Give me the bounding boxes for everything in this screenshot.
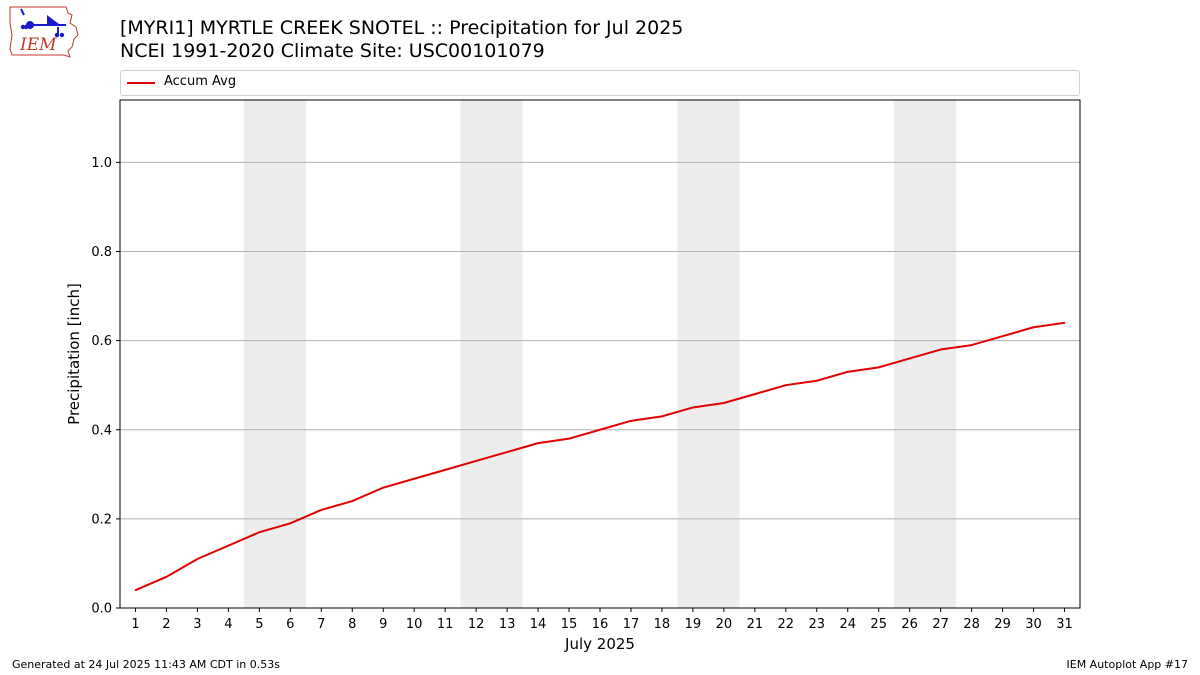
x-tick-label: 25 — [870, 617, 887, 632]
data-point — [661, 415, 663, 418]
logo-text: IEM — [19, 35, 57, 55]
x-tick-label: 24 — [839, 617, 856, 632]
weekend-band — [243, 100, 306, 608]
legend-label: Accum Avg — [164, 74, 237, 89]
y-tick-label: 0.6 — [91, 334, 112, 349]
data-point — [754, 393, 756, 395]
x-tick-label: 3 — [193, 617, 201, 632]
x-tick-label: 28 — [963, 617, 980, 632]
data-point — [692, 406, 694, 409]
data-point — [599, 428, 601, 431]
weekend-band — [677, 100, 740, 608]
legend-swatch — [127, 82, 155, 84]
x-tick-label: 31 — [1056, 617, 1073, 632]
x-tick-label: 7 — [317, 617, 325, 632]
chart-subtitle: NCEI 1991-2020 Climate Site: USC00101079 — [120, 40, 545, 62]
x-tick-label: 29 — [994, 617, 1011, 632]
data-point — [289, 522, 292, 525]
x-tick-label: 11 — [437, 617, 454, 632]
data-point — [506, 451, 508, 453]
data-point — [1001, 335, 1004, 337]
x-tick-label: 14 — [530, 617, 547, 632]
y-axis-label: Precipitation [inch] — [65, 283, 83, 425]
data-point — [568, 437, 570, 440]
y-tick-label: 0.2 — [91, 512, 112, 527]
x-tick-label: 16 — [592, 617, 609, 632]
x-tick-label: 19 — [685, 617, 702, 632]
y-tick-label: 1.0 — [91, 156, 112, 171]
x-tick-label: 26 — [901, 617, 918, 632]
data-point — [475, 460, 477, 462]
x-tick-label: 8 — [348, 617, 356, 632]
footer-generated: Generated at 24 Jul 2025 11:43 AM CDT in… — [12, 658, 280, 671]
data-point — [196, 558, 199, 560]
x-tick-label: 23 — [809, 617, 826, 632]
x-tick-label: 18 — [654, 617, 671, 632]
data-point — [413, 477, 415, 480]
y-tick-label: 0.4 — [91, 423, 112, 438]
data-point — [939, 348, 942, 351]
x-tick-label: 20 — [716, 617, 733, 632]
iowa-outline-icon — [9, 6, 79, 58]
chart-title: [MYRI1] MYRTLE CREEK SNOTEL :: Precipita… — [120, 17, 684, 39]
data-point — [908, 357, 911, 360]
data-point — [382, 486, 385, 489]
x-tick-label: 9 — [379, 617, 387, 632]
data-point — [846, 371, 849, 373]
data-point — [723, 402, 725, 404]
data-point — [1032, 326, 1035, 329]
y-tick-label: 0.0 — [91, 602, 112, 617]
iem-logo: IEM — [9, 6, 79, 58]
x-axis-label: July 2025 — [564, 635, 635, 653]
x-tick-label: 27 — [932, 617, 949, 632]
data-point — [165, 576, 168, 578]
x-tick-label: 22 — [778, 617, 795, 632]
x-tick-label: 10 — [406, 617, 423, 632]
x-tick-label: 21 — [747, 617, 764, 632]
weekend-band — [460, 100, 523, 608]
x-tick-label: 2 — [162, 617, 170, 632]
footer-app: IEM Autoplot App #17 — [1066, 658, 1189, 671]
data-point — [630, 420, 632, 422]
data-point — [258, 531, 261, 534]
x-tick-label: 12 — [468, 617, 485, 632]
data-point — [877, 366, 880, 369]
x-tick-label: 17 — [623, 617, 640, 632]
x-tick-label: 15 — [561, 617, 578, 632]
data-point — [227, 544, 230, 547]
data-point — [320, 509, 323, 511]
chart-legend: Accum Avg — [120, 70, 1080, 96]
data-point — [815, 379, 818, 382]
data-point — [351, 500, 354, 502]
weather-symbols-icon — [20, 8, 66, 38]
x-tick-label: 30 — [1025, 617, 1042, 632]
data-point — [785, 384, 787, 386]
data-point — [444, 469, 446, 471]
y-tick-label: 0.8 — [91, 245, 112, 260]
x-tick-label: 6 — [286, 617, 294, 632]
data-point — [970, 344, 973, 346]
x-tick-label: 1 — [131, 617, 139, 632]
x-tick-label: 5 — [255, 617, 263, 632]
data-point — [134, 589, 137, 591]
data-point — [537, 442, 539, 444]
data-point — [1063, 322, 1066, 324]
x-tick-label: 13 — [499, 617, 516, 632]
x-tick-label: 4 — [224, 617, 232, 632]
